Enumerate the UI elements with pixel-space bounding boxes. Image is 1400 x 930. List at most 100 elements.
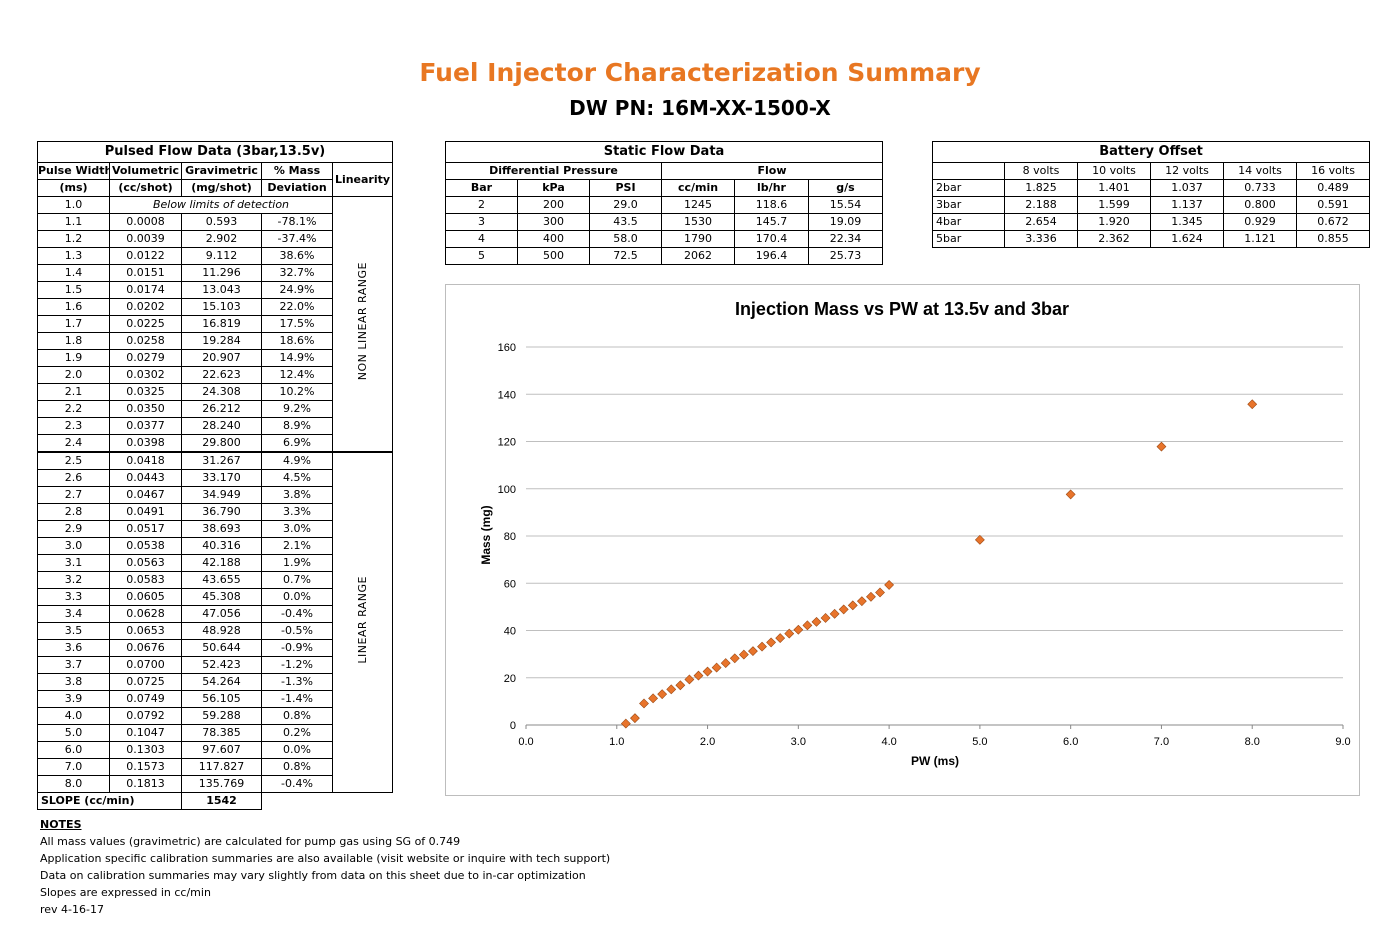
deviation-cell: 9.2% — [261, 400, 333, 418]
y-tick-label: 80 — [504, 531, 516, 543]
gravimetric-cell: 38.693 — [181, 520, 262, 538]
y-tick-label: 160 — [498, 342, 516, 354]
table-cell: 500 — [517, 247, 590, 265]
column-header: lb/hr — [734, 179, 809, 197]
pulse-width-cell: 2.7 — [37, 486, 110, 504]
pulse-width-cell: 3.8 — [37, 673, 110, 691]
header-pulse-width: Pulse Width — [37, 162, 110, 180]
gravimetric-cell: 28.240 — [181, 417, 262, 435]
volumetric-cell: 0.1047 — [109, 724, 182, 742]
pulse-width-cell: 3.7 — [37, 656, 110, 674]
table-row: 3.9 0.0749 56.105 -1.4% — [37, 690, 393, 708]
pulse-width-cell: 5.0 — [37, 724, 110, 742]
data-point — [838, 604, 849, 615]
table-row: 3bar 2.188 1.599 1.137 0.800 0.591 — [932, 196, 1371, 214]
table-cell: 1.345 — [1150, 213, 1224, 231]
volumetric-cell: 0.1573 — [109, 758, 182, 776]
table-cell: 200 — [517, 196, 590, 214]
data-point — [766, 637, 777, 648]
static-header-row: Bar kPa PSI cc/min lb/hr g/s — [445, 179, 884, 197]
pulse-width-cell: 3.3 — [37, 588, 110, 606]
table-row: 2.2 0.0350 26.212 9.2% — [37, 400, 393, 418]
header-volumetric: Volumetric — [109, 162, 182, 180]
header-mass-deviation-unit: Deviation — [261, 179, 333, 197]
column-header: Bar — [445, 179, 518, 197]
column-header: 12 volts — [1150, 162, 1224, 180]
gravimetric-cell: 50.644 — [181, 639, 262, 657]
deviation-cell: 12.4% — [261, 366, 333, 384]
deviation-cell: -1.2% — [261, 656, 333, 674]
table-row: 2.6 0.0443 33.170 4.5% — [37, 469, 393, 487]
header-mass-deviation: % Mass — [261, 162, 333, 180]
table-cell: 1530 — [661, 213, 735, 231]
gravimetric-cell: 31.267 — [181, 451, 262, 470]
deviation-cell: 0.0% — [261, 588, 333, 606]
row-label: 4bar — [932, 213, 1005, 231]
column-header: 10 volts — [1077, 162, 1151, 180]
table-cell: 196.4 — [734, 247, 809, 265]
table-cell: 2.654 — [1004, 213, 1078, 231]
data-point — [784, 628, 795, 639]
gravimetric-cell: 13.043 — [181, 281, 262, 299]
header-linearity: Linearity — [331, 162, 394, 197]
pulse-width-cell: 1.4 — [37, 264, 110, 282]
x-tick-label: 7.0 — [1154, 736, 1169, 748]
table-cell: 0.489 — [1295, 179, 1371, 197]
volumetric-cell: 0.1813 — [109, 775, 182, 793]
pulse-width-cell: 1.3 — [37, 247, 110, 265]
battery-offset-table: Battery Offset 8 volts 10 volts 12 volts 14… — [931, 141, 1371, 248]
volumetric-cell: 0.0122 — [109, 247, 182, 265]
row-label: 2bar — [932, 179, 1005, 197]
x-tick-label: 1.0 — [609, 736, 624, 748]
table-cell: 1.825 — [1004, 179, 1078, 197]
gravimetric-cell: 117.827 — [181, 758, 262, 776]
table-cell: 170.4 — [734, 230, 809, 248]
table-cell: 0.591 — [1295, 196, 1371, 214]
deviation-cell: 14.9% — [261, 349, 333, 367]
pulse-width-cell: 3.9 — [37, 690, 110, 708]
y-tick-label: 60 — [504, 578, 516, 590]
gravimetric-cell: 54.264 — [181, 673, 262, 691]
gravimetric-cell: 11.296 — [181, 264, 262, 282]
table-cell: 300 — [517, 213, 590, 231]
data-point — [702, 666, 713, 677]
notes-heading: NOTES — [40, 818, 82, 831]
pulse-width-cell: 2.3 — [37, 417, 110, 435]
slope-label: SLOPE (cc/min) — [37, 792, 182, 810]
data-point — [720, 658, 731, 668]
detection-note: Below limits of detection — [109, 196, 333, 214]
volumetric-cell: 0.0325 — [109, 383, 182, 401]
table-row: 1.4 0.0151 11.296 32.7% — [37, 264, 393, 282]
deviation-cell: -37.4% — [261, 230, 333, 248]
data-point — [630, 713, 640, 724]
gravimetric-cell: 2.902 — [181, 230, 262, 248]
deviation-cell: 0.8% — [261, 758, 333, 776]
table-row: 2.3 0.0377 28.240 8.9% — [37, 417, 393, 435]
table-cell: 58.0 — [589, 230, 662, 248]
volumetric-cell: 0.0792 — [109, 707, 182, 725]
table-row: 1.6 0.0202 15.103 22.0% — [37, 298, 393, 316]
table-cell: 5 — [445, 247, 518, 265]
table-cell: 2 — [445, 196, 518, 214]
gravimetric-cell: 16.819 — [181, 315, 262, 333]
gravimetric-cell: 52.423 — [181, 656, 262, 674]
linear-range-label: LINEAR RANGE — [355, 576, 369, 664]
pulse-width-cell: 1.1 — [37, 213, 110, 231]
gravimetric-cell: 26.212 — [181, 400, 262, 418]
pulse-width-cell: 2.1 — [37, 383, 110, 401]
table-cell: 2.188 — [1004, 196, 1078, 214]
pulse-width-cell: 3.6 — [37, 639, 110, 657]
gravimetric-cell: 97.607 — [181, 741, 262, 759]
note-line: All mass values (gravimetric) are calcul… — [40, 835, 461, 848]
table-cell: 25.73 — [807, 247, 884, 265]
data-point — [693, 670, 704, 681]
y-tick-label: 40 — [504, 626, 516, 638]
volumetric-cell: 0.0491 — [109, 503, 182, 521]
x-tick-label: 9.0 — [1335, 736, 1350, 748]
deviation-cell: 0.0% — [261, 741, 333, 759]
table-cell: 29.0 — [589, 196, 662, 214]
notes: NOTES All mass values (gravimetric) are … — [40, 816, 610, 918]
data-point — [738, 649, 749, 660]
deviation-cell: 32.7% — [261, 264, 333, 282]
table-row: 2 200 29.0 1245 118.6 15.54 — [445, 196, 884, 214]
